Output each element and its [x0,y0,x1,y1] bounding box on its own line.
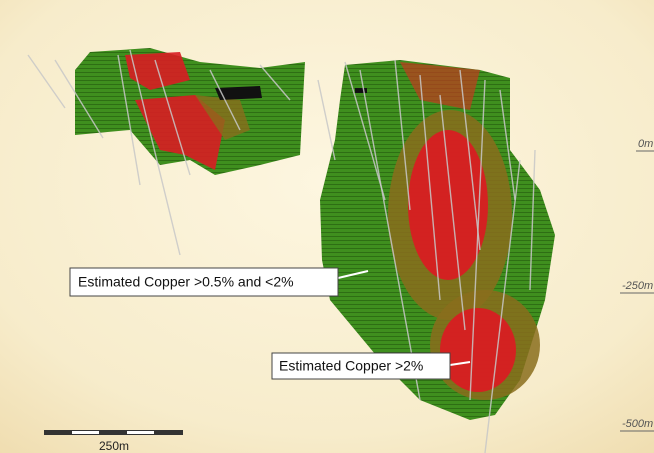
depth-label: -250m [622,280,653,292]
scale-bar-label: 250m [99,439,129,453]
callout-high-grade: Estimated Copper >2% [279,358,423,374]
callout-box [69,267,339,297]
left-ore-body [75,48,305,175]
leader-line [337,270,369,279]
callout-box [271,352,451,380]
leader-line [449,361,471,366]
scale-bar: 250m [44,430,183,453]
depth-label: 0m [638,138,653,150]
callout-low-grade: Estimated Copper >0.5% and <2% [78,274,294,290]
drill-holes [27,49,536,453]
depth-label: -500m [622,418,653,430]
